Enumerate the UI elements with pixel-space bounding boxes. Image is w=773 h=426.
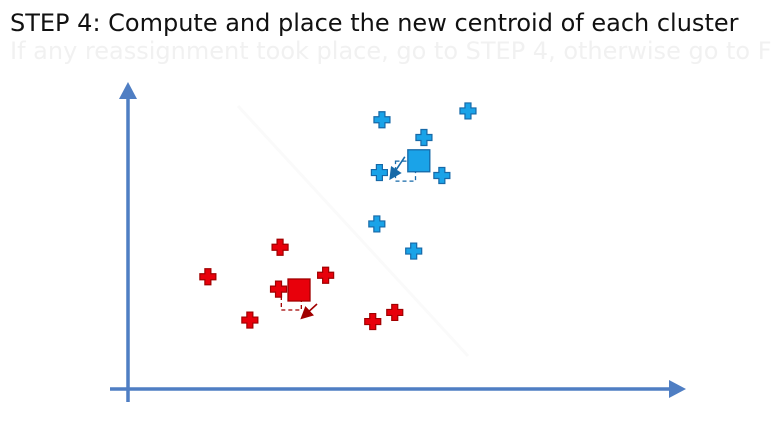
red-point-7 <box>386 303 404 322</box>
red-point-2 <box>271 238 289 256</box>
faded-separator-line <box>236 104 470 358</box>
slide-title: STEP 4: Compute and place the new centro… <box>10 6 738 40</box>
blue-centroid <box>407 149 431 173</box>
red-point-1 <box>199 268 217 286</box>
blue-point-2 <box>459 102 477 120</box>
red-point-5 <box>241 311 259 329</box>
red-point-3 <box>269 280 288 298</box>
red-point-4 <box>317 266 335 284</box>
blue-point-5 <box>433 166 451 185</box>
step-description: : Compute and place the new centroid of … <box>92 9 739 37</box>
step-label: STEP 4 <box>10 9 93 37</box>
axes <box>110 82 686 402</box>
red-centroid-arrow <box>300 303 318 320</box>
blue-centroid-arrow <box>389 156 406 181</box>
faded-previous-text: If any reassignment took place, go to ST… <box>10 37 773 65</box>
blue-point-6 <box>368 215 386 233</box>
blue-point-1 <box>373 111 391 129</box>
red-point-6 <box>364 312 382 331</box>
data-marks <box>199 102 477 331</box>
blue-point-7 <box>405 242 423 260</box>
blue-point-3 <box>415 128 433 147</box>
red-centroid <box>287 278 311 302</box>
x-axis-arrowhead <box>669 380 686 398</box>
blue-point-4 <box>370 163 388 182</box>
y-axis-arrowhead <box>119 82 137 99</box>
